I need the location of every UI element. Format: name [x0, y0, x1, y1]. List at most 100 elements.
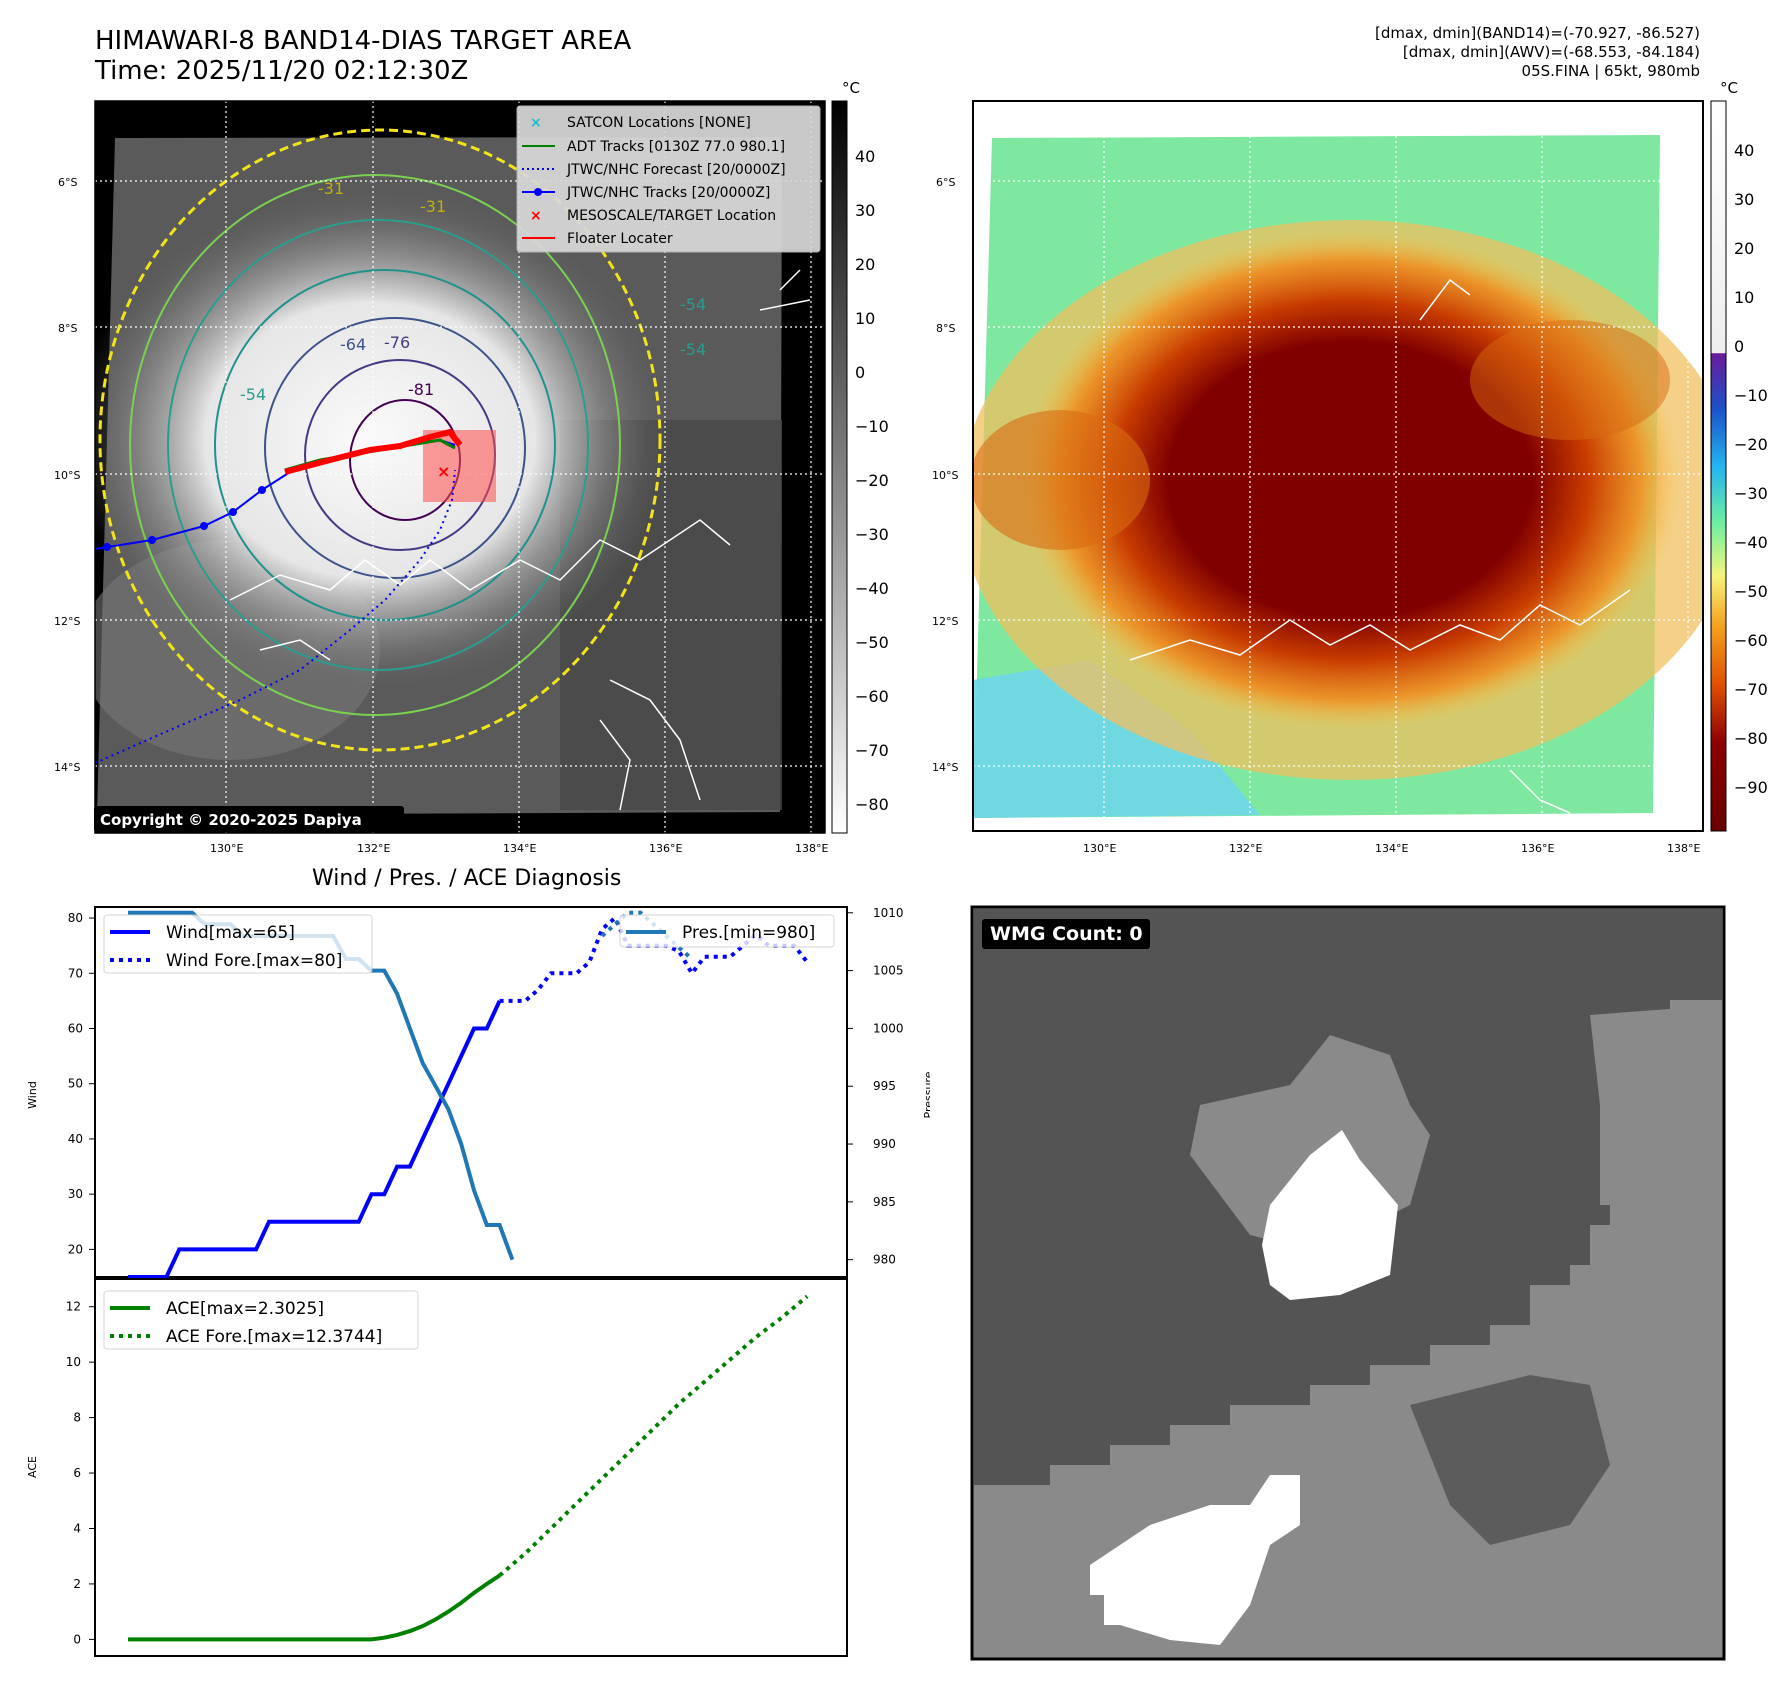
- lat-label: 12°S: [54, 615, 80, 628]
- awv-colorbar-tick: 0: [1734, 337, 1744, 356]
- lon-label: 136°E: [649, 842, 682, 855]
- ir-colorbar-tick: 20: [855, 255, 875, 274]
- wind-tick-label: 50: [68, 1077, 83, 1091]
- awv-colorbar-tick: 40: [1734, 141, 1754, 160]
- awv-range: [dmax, dmin](AWV)=(-68.553, -84.184): [1402, 43, 1700, 61]
- awv-colorbar-tick: −40: [1734, 533, 1768, 552]
- map-grid: [973, 101, 1703, 831]
- lat-label: 10°S: [932, 469, 958, 482]
- contour-label: -54: [680, 295, 706, 314]
- legend-label: ACE[max=2.3025]: [166, 1299, 324, 1319]
- wind-forecast-line: [499, 914, 809, 1003]
- wmg-panel: WMG Count: 0: [970, 905, 1726, 1661]
- lon-label: 130°E: [1083, 842, 1116, 855]
- pressure-axis-label: Pressure: [922, 1071, 930, 1118]
- awv-colorbar-tick: −10: [1734, 386, 1768, 405]
- ace-legend: ACE[max=2.3025] ACE Fore.[max=12.3744]: [103, 1290, 419, 1350]
- lon-label: 138°E: [1667, 842, 1700, 855]
- coastline: [229, 269, 811, 811]
- band14-range: [dmax, dmin](BAND14)=(-70.927, -86.527): [1375, 24, 1700, 42]
- ir-colorbar-tick: −40: [855, 579, 889, 598]
- chart-time: Time: 2025/11/20 02:12:30Z: [95, 56, 469, 86]
- pressure-legend: Pres.[min=980]: [619, 914, 835, 948]
- diagnosis-title: Wind / Pres. / ACE Diagnosis: [312, 866, 622, 891]
- awv-colorbar-tick: 20: [1734, 239, 1754, 258]
- target-legend-icon: ×: [530, 208, 542, 224]
- pressure-tick-label: 995: [873, 1079, 896, 1093]
- lon-label: 134°E: [503, 842, 536, 855]
- ace-tick-label: 6: [73, 1466, 81, 1480]
- contour-label: -64: [340, 335, 366, 354]
- awv-colorbar-tick: −20: [1734, 435, 1768, 454]
- awv-colorbar-tick: 10: [1734, 288, 1754, 307]
- contour-label: -31: [318, 179, 344, 198]
- ir-colorbar-tick: −10: [855, 417, 889, 436]
- legend-label: Pres.[min=980]: [682, 923, 815, 943]
- lat-label: 14°S: [54, 761, 80, 774]
- contour-54: [167, 219, 589, 671]
- legend-label: JTWC/NHC Forecast [20/0000Z]: [566, 162, 786, 178]
- lon-label: 134°E: [1375, 842, 1408, 855]
- pressure-tick-label: 1000: [873, 1021, 904, 1035]
- jtwc-forecast: [95, 469, 456, 764]
- lon-label: 130°E: [210, 842, 243, 855]
- wind-tick-label: 30: [68, 1187, 83, 1201]
- wmg-count-text: WMG Count: 0: [990, 923, 1143, 945]
- pressure-tick-label: 1005: [873, 964, 904, 978]
- wind-tick-label: 60: [68, 1021, 83, 1035]
- ace-tick-label: 2: [73, 1577, 81, 1591]
- wind-axis-label: Wind: [26, 1081, 39, 1109]
- diagnostic-info: [dmax, dmin](BAND14)=(-70.927, -86.527) …: [1375, 24, 1700, 81]
- lon-label: 138°E: [795, 842, 828, 855]
- wind-line: [128, 1000, 502, 1279]
- ir-colorbar-tick: −20: [855, 471, 889, 490]
- wind-legend: Wind[max=65] Wind Fore.[max=80]: [103, 914, 373, 974]
- ir-colorbar-unit: °C: [842, 79, 860, 97]
- ir-colorbar-tick: 30: [855, 201, 875, 220]
- wmg-badge: [982, 919, 1150, 949]
- contour-label: -81: [408, 380, 434, 399]
- legend-label: MESOSCALE/TARGET Location: [567, 208, 776, 224]
- awv-colorbar-tick: −50: [1734, 582, 1768, 601]
- lon-label: 132°E: [357, 842, 390, 855]
- lat-label: 12°S: [932, 615, 958, 628]
- awv-colorbar-unit: °C: [1720, 80, 1738, 97]
- awv-colorbar-tick: −90: [1734, 778, 1768, 797]
- lat-label: 10°S: [54, 469, 80, 482]
- ace-tick-label: 10: [66, 1355, 81, 1369]
- wind-tick-label: 40: [68, 1132, 83, 1146]
- ir-colorbar-tick: −50: [855, 633, 889, 652]
- legend-label: ACE Fore.[max=12.3744]: [166, 1327, 382, 1347]
- wind-tick-label: 20: [68, 1242, 83, 1256]
- wind-tick-label: 80: [68, 911, 83, 925]
- contour-31: [98, 128, 662, 752]
- coastline: [1129, 278, 1631, 814]
- copyright-badge: [94, 806, 404, 832]
- ace-line: [128, 1573, 501, 1642]
- ir-colorbar-tick: −30: [855, 525, 889, 544]
- contour-label: -31: [420, 197, 446, 216]
- pressure-tick-label: 985: [873, 1195, 896, 1209]
- pressure-tick-label: 980: [873, 1253, 896, 1267]
- awv-colorbar: [1710, 100, 1727, 832]
- storm-info: 05S.FINA | 65kt, 980mb: [1521, 62, 1700, 80]
- legend-label: ADT Tracks [0130Z 77.0 980.1]: [567, 139, 785, 155]
- ace-chart: 0 2 4 6 8 10 12 ACE ACE[max=2.3025] ACE Fore.[…: [26, 1278, 848, 1657]
- satcon-legend-icon: ×: [530, 115, 542, 131]
- wind-tick-label: 70: [68, 966, 83, 980]
- ace-tick-label: 4: [73, 1521, 81, 1535]
- storm-cloud-mass: [95, 190, 670, 690]
- pressure-tick-label: 990: [873, 1137, 896, 1151]
- legend-label: Wind[max=65]: [166, 923, 295, 943]
- ir-colorbar-tick: 40: [855, 147, 875, 166]
- ir-colorbar: [831, 100, 848, 834]
- awv-colorbar-tick: −60: [1734, 631, 1768, 650]
- ir-colorbar-tick: 0: [855, 363, 865, 382]
- pressure-tick-label: 1010: [873, 906, 904, 920]
- lat-label: 14°S: [932, 761, 958, 774]
- ace-tick-label: 0: [73, 1632, 81, 1646]
- contour-label: -76: [384, 333, 410, 352]
- ace-tick-label: 8: [73, 1411, 81, 1425]
- awv-colorbar-tick: 30: [1734, 190, 1754, 209]
